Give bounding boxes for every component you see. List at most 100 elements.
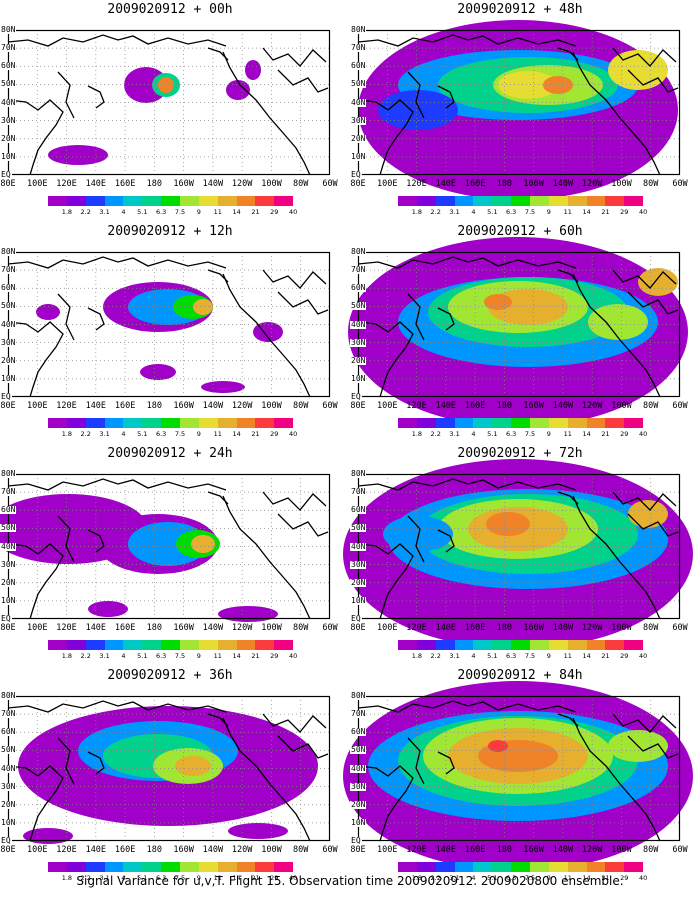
lon-tick-label: 160E xyxy=(464,401,486,411)
colorbar-labels: 1.8 2.2 3.1 4 5.1 6.3 7.5 9 11 14 21 29 40 xyxy=(398,652,662,662)
colorbar-level-label: 5.1 xyxy=(487,874,498,882)
lat-tick-label: 30N xyxy=(0,559,17,569)
latitude-axis: 80N 70N 60N 50N 40N 30N 20N 10N EQ xyxy=(0,692,20,856)
forecast-panel: 2009020912 + 12h 80N 70N 60N 50N 40N 30N 20N 10N… xyxy=(0,222,340,440)
coastline xyxy=(87,307,105,331)
colorbar-swatch xyxy=(435,196,455,206)
colorbar-level-label: 1.8 xyxy=(411,874,423,882)
coastline xyxy=(612,269,677,289)
lat-tick-label: 50N xyxy=(350,745,367,755)
coastline xyxy=(57,293,75,341)
colorbar-swatch xyxy=(511,862,531,872)
lon-tick-label: 80W xyxy=(293,179,309,189)
lat-tick-label: 30N xyxy=(350,337,367,347)
colorbar-level-label: 3.1 xyxy=(449,874,460,882)
colorbar-level-label: 11 xyxy=(563,208,572,216)
variance-contour xyxy=(175,756,211,776)
lon-tick-label: 80W xyxy=(643,623,659,633)
colorbar-level-label: 2.2 xyxy=(80,652,91,660)
lat-tick-label: 80N xyxy=(0,469,17,478)
lon-tick-label: 100W xyxy=(261,179,282,189)
lat-tick-label: EQ xyxy=(0,392,12,401)
colorbar-swatch xyxy=(255,418,275,428)
lat-tick-label: 40N xyxy=(350,319,367,329)
lat-tick-label: 50N xyxy=(350,523,367,533)
colorbar-level-label: 14 xyxy=(582,652,591,660)
lat-tick-label: 60N xyxy=(350,505,367,515)
lon-tick-label: 140E xyxy=(435,179,457,189)
lat-tick-label: 10N xyxy=(350,817,367,827)
variance-map xyxy=(357,20,681,200)
panel-title: 2009020912 + 00h xyxy=(107,2,233,17)
lat-tick-label: 60N xyxy=(0,505,17,515)
lat-tick-label: 30N xyxy=(350,115,367,125)
colorbar-labels: 1.8 2.2 3.1 4 5.1 6.3 7.5 9 11 14 21 29 40 xyxy=(398,874,662,884)
lat-tick-label: 80N xyxy=(0,25,17,34)
lat-tick-label: 40N xyxy=(0,541,17,551)
colorbar-swatch xyxy=(586,418,606,428)
lat-tick-label: 30N xyxy=(0,781,17,791)
figure-caption: Signal Variance for u,v,T. Flight 15. Ob… xyxy=(76,874,624,888)
lon-tick-label: 160W xyxy=(173,401,194,411)
lon-tick-label: 100E xyxy=(27,845,48,855)
colorbar-swatch xyxy=(605,418,625,428)
colorbar-level-label: 29 xyxy=(270,652,279,660)
colorbar-swatch xyxy=(142,862,162,872)
colorbar-swatch xyxy=(161,418,181,428)
colorbar-swatch xyxy=(274,418,294,428)
colorbar-swatch xyxy=(274,862,294,872)
lat-tick-label: 70N xyxy=(0,709,17,719)
lon-tick-label: 80E xyxy=(350,179,366,189)
coastline xyxy=(7,700,227,713)
lon-tick-label: 160W xyxy=(523,623,544,633)
lat-tick-label: 30N xyxy=(350,559,367,569)
lon-tick-label: 80W xyxy=(643,845,659,855)
variance-contour xyxy=(498,71,558,99)
lon-tick-label: 140E xyxy=(85,623,107,633)
colorbar-swatch xyxy=(142,418,162,428)
lat-tick-label: 70N xyxy=(350,487,367,497)
colorbar-level-label: 14 xyxy=(582,208,591,216)
colorbar-level-label: 2.2 xyxy=(80,874,91,882)
lat-tick-label: 30N xyxy=(0,115,17,125)
colorbar-level-label: 4 xyxy=(471,208,476,216)
coastline xyxy=(207,47,229,61)
lat-tick-label: 10N xyxy=(0,151,17,161)
colorbar-swatch xyxy=(624,196,644,206)
colorbar-swatch xyxy=(293,640,313,650)
colorbar-level-label: 21 xyxy=(251,874,260,882)
lon-tick-label: 100E xyxy=(27,401,48,411)
colorbar-swatch xyxy=(274,640,294,650)
coastline xyxy=(357,700,577,713)
lon-tick-label: 100E xyxy=(377,623,398,633)
colorbar-swatch xyxy=(180,418,199,428)
latitude-axis: 80N 70N 60N 50N 40N 30N 20N 10N EQ xyxy=(0,26,20,190)
lon-tick-label: 140W xyxy=(552,845,574,855)
lat-tick-label: 20N xyxy=(350,577,367,587)
colorbar-swatch xyxy=(548,862,568,872)
colorbar-level-label: 1.8 xyxy=(61,874,73,882)
colorbar xyxy=(398,862,663,872)
lat-tick-label: 10N xyxy=(0,595,17,605)
coastline xyxy=(357,543,414,620)
colorbar-swatch xyxy=(605,640,625,650)
colorbar-swatch xyxy=(198,418,218,428)
lat-tick-label: 10N xyxy=(0,373,17,383)
variance-contour xyxy=(488,740,508,752)
colorbar-level-label: 5.1 xyxy=(137,208,148,216)
colorbar-level-label: 40 xyxy=(289,430,298,438)
lat-tick-label: 30N xyxy=(0,337,17,347)
lat-tick-label: 70N xyxy=(0,265,17,275)
colorbar-level-label: 6.3 xyxy=(155,208,167,216)
colorbar-level-label: 2.2 xyxy=(430,430,441,438)
lon-tick-label: 120E xyxy=(406,179,427,189)
lon-tick-label: 140W xyxy=(202,179,224,189)
colorbar-swatch xyxy=(66,862,86,872)
colorbar-swatch xyxy=(217,862,237,872)
coastline xyxy=(57,737,75,785)
lon-tick-label: 80W xyxy=(643,179,659,189)
coastline xyxy=(357,321,414,398)
variance-contour xyxy=(484,294,512,310)
lon-tick-label: 120E xyxy=(56,179,77,189)
variance-contour xyxy=(253,322,283,342)
